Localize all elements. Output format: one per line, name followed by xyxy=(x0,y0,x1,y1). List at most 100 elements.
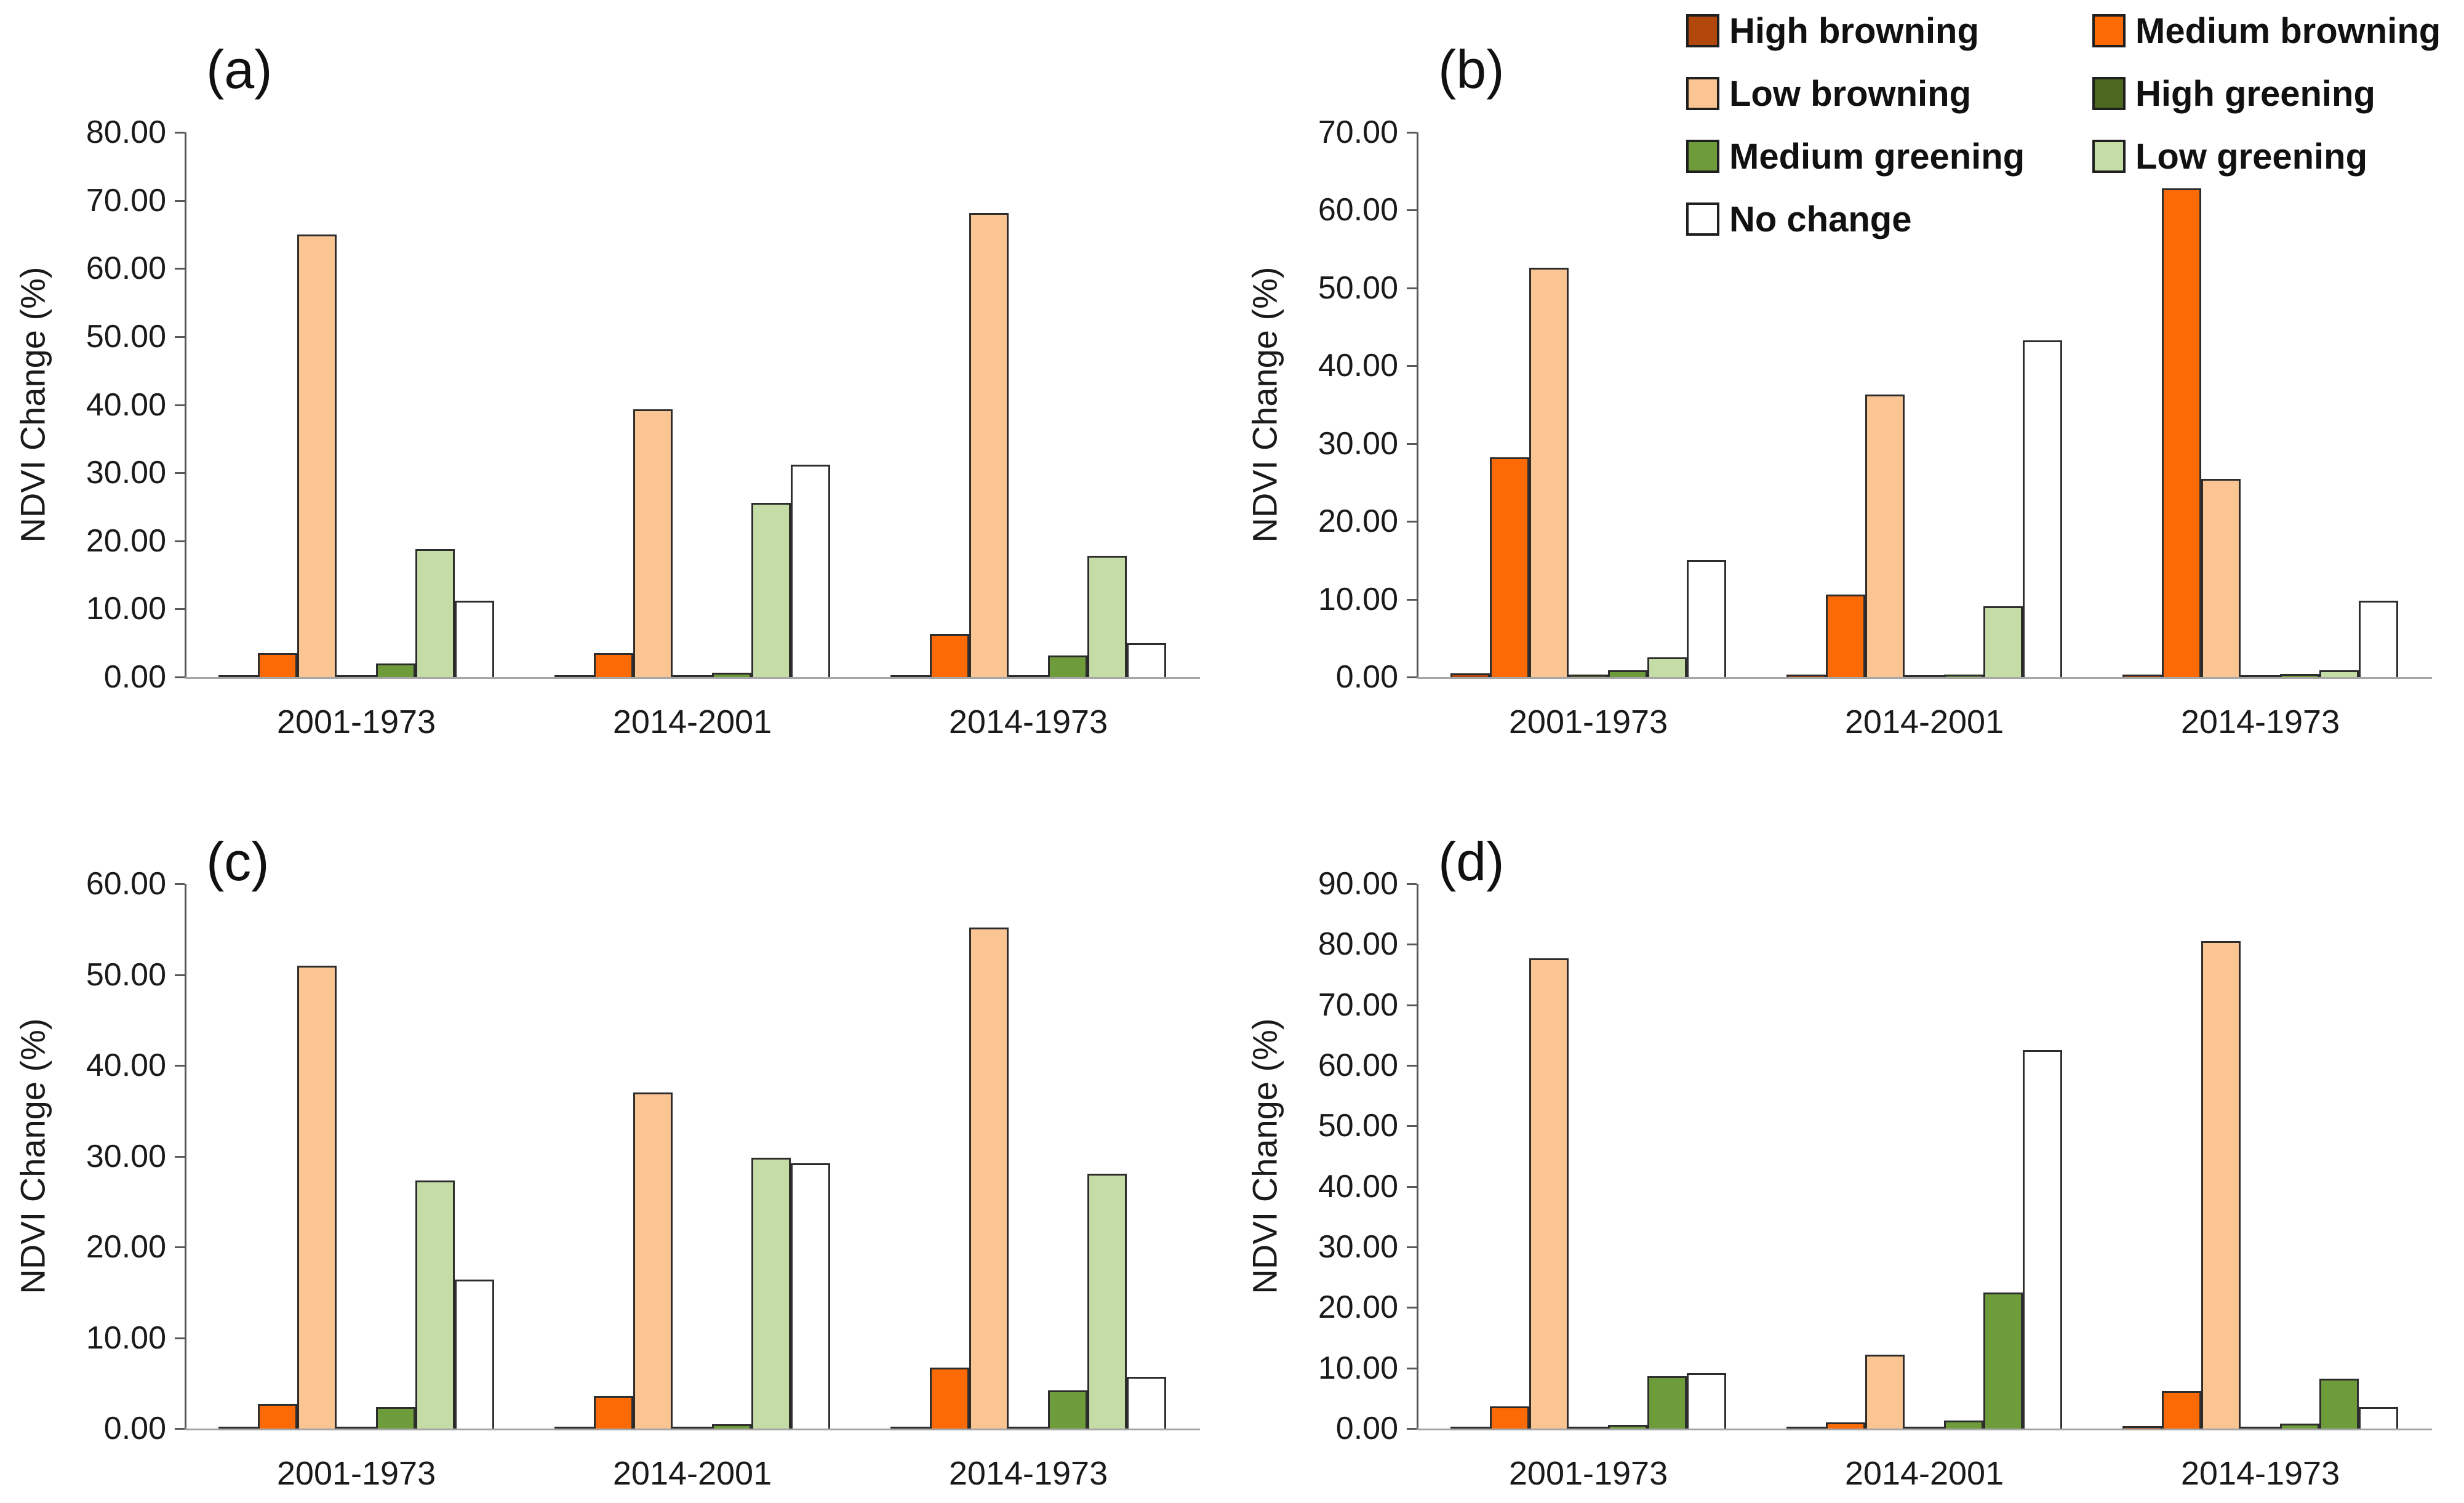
bar-medium-browning xyxy=(258,653,297,677)
y-tick-label: 80.00 xyxy=(86,114,166,150)
bar-cluster-2001-1973 xyxy=(1450,132,1726,677)
bar-medium-greening xyxy=(376,663,415,677)
bar-medium-browning xyxy=(2162,188,2201,677)
panel-letter: (b) xyxy=(1438,39,1505,100)
y-tick-mark xyxy=(175,540,185,542)
y-tick-label: 30.00 xyxy=(86,455,166,491)
y-tick-label: 40.00 xyxy=(1318,1168,1398,1204)
y-tick-label: 60.00 xyxy=(86,866,166,902)
y-tick-label: 10.00 xyxy=(1318,581,1398,617)
y-tick-mark xyxy=(1407,944,1417,946)
legend-label: Medium greening xyxy=(1729,136,2025,177)
bar-cluster-2014-2001 xyxy=(1786,132,2062,677)
bar-high-greening xyxy=(337,675,376,677)
y-tick-mark xyxy=(1407,1307,1417,1309)
y-tick-label: 40.00 xyxy=(1318,348,1398,384)
y-axis-title-text: NDVI Change (%) xyxy=(1245,1018,1284,1294)
bar-high-browning xyxy=(890,1426,930,1429)
panel-d: (d) NDVI Change (%) 90.00 80.00 70.00 60.00 50… xyxy=(1232,752,2464,1503)
legend-label: No change xyxy=(1729,199,1912,239)
y-tick-mark xyxy=(175,199,185,202)
x-tick-label: 2001-1973 xyxy=(276,703,436,740)
bar-cluster-2014-1973 xyxy=(890,132,1166,677)
bar-high-greening xyxy=(1905,1426,1944,1429)
bar-high-greening xyxy=(2241,675,2280,677)
bar-low-browning xyxy=(969,212,1009,677)
y-tick-label: 20.00 xyxy=(1318,1289,1398,1326)
y-tick-label: 60.00 xyxy=(1318,192,1398,228)
bar-low-greening xyxy=(1983,606,2023,677)
bar-high-browning xyxy=(1450,1426,1490,1429)
legend-item-medium-greening: Medium greening xyxy=(1686,137,2025,177)
x-tick-label: 2014-2001 xyxy=(1844,703,2004,740)
bar-low-greening xyxy=(1983,1292,2023,1429)
y-tick-label: 70.00 xyxy=(1318,114,1398,150)
x-tick-label: 2014-1973 xyxy=(948,703,1108,740)
bar-medium-browning xyxy=(1490,1406,1529,1429)
x-tick-label: 2014-1973 xyxy=(948,1455,1108,1492)
y-tick-mark xyxy=(1407,676,1417,678)
x-axis-line xyxy=(1417,677,2432,679)
bar-no-change xyxy=(1127,643,1166,677)
bar-cluster-2014-2001 xyxy=(1786,884,2062,1429)
y-tick-mark xyxy=(175,268,185,270)
y-axis-line xyxy=(185,884,186,1430)
bar-medium-browning xyxy=(1826,595,1865,677)
bar-high-browning xyxy=(1450,673,1490,677)
y-tick-label: 90.00 xyxy=(1318,866,1398,902)
bar-low-greening xyxy=(415,549,455,677)
bar-cluster-2001-1973 xyxy=(1450,884,1726,1429)
bar-high-greening xyxy=(1009,675,1048,677)
legend-label: Low browning xyxy=(1729,73,1972,114)
bar-high-greening xyxy=(2241,1426,2280,1429)
bar-medium-browning xyxy=(594,1395,633,1429)
bar-medium-browning xyxy=(1490,457,1529,677)
y-tick-mark xyxy=(175,608,185,611)
bar-high-browning xyxy=(218,675,258,677)
bar-low-browning xyxy=(1865,395,1905,677)
y-axis-title-text: NDVI Change (%) xyxy=(13,267,52,543)
legend-label: High browning xyxy=(1729,10,1979,51)
bar-high-greening xyxy=(1905,675,1944,677)
bar-low-browning xyxy=(633,1092,673,1429)
bar-high-browning xyxy=(554,1426,594,1429)
panel-b: (b) NDVI Change (%) 70.00 60.00 50.00 40.00 30… xyxy=(1232,0,2464,752)
y-tick-mark xyxy=(1407,132,1417,134)
bar-medium-greening xyxy=(712,673,751,677)
legend-swatch-low-greening xyxy=(2092,140,2126,173)
y-tick-label: 0.00 xyxy=(1335,659,1398,695)
y-tick-label: 0.00 xyxy=(1335,1411,1398,1446)
y-tick-label: 20.00 xyxy=(86,1229,166,1265)
legend-item-low-browning: Low browning xyxy=(1686,74,1971,114)
bar-no-change xyxy=(1127,1376,1166,1429)
y-tick-label: 0.00 xyxy=(103,659,166,695)
y-tick-mark xyxy=(175,676,185,678)
y-tick-label: 50.00 xyxy=(1318,1108,1398,1144)
y-tick-label: 70.00 xyxy=(1318,987,1398,1023)
bar-low-greening xyxy=(415,1180,455,1429)
legend-swatch-low-browning xyxy=(1686,77,1719,110)
y-tick-mark xyxy=(175,974,185,976)
y-tick-mark xyxy=(1407,1065,1417,1067)
bar-cluster-2001-1973 xyxy=(218,132,494,677)
legend-swatch-high-browning xyxy=(1686,14,1719,47)
bar-low-browning xyxy=(2201,941,2241,1429)
x-tick-label: 2001-1973 xyxy=(1508,703,1668,740)
bar-medium-greening xyxy=(1048,1390,1087,1429)
legend-swatch-no-change xyxy=(1686,202,1719,236)
bar-low-greening xyxy=(751,1158,791,1429)
bar-no-change xyxy=(2023,340,2062,677)
y-tick-label: 30.00 xyxy=(86,1138,166,1174)
bar-high-browning xyxy=(2122,1426,2162,1429)
x-axis-line xyxy=(1417,1429,2432,1430)
y-axis-title-text: NDVI Change (%) xyxy=(13,1018,52,1294)
legend-item-no-change: No change xyxy=(1686,199,1912,239)
bar-medium-browning xyxy=(930,634,969,677)
y-tick-mark xyxy=(1407,1004,1417,1006)
y-axis-line xyxy=(1417,132,1418,678)
y-tick-label: 70.00 xyxy=(86,182,166,218)
y-tick-label: 40.00 xyxy=(86,1048,166,1083)
bar-no-change xyxy=(2359,1406,2398,1429)
bar-medium-browning xyxy=(930,1368,969,1429)
